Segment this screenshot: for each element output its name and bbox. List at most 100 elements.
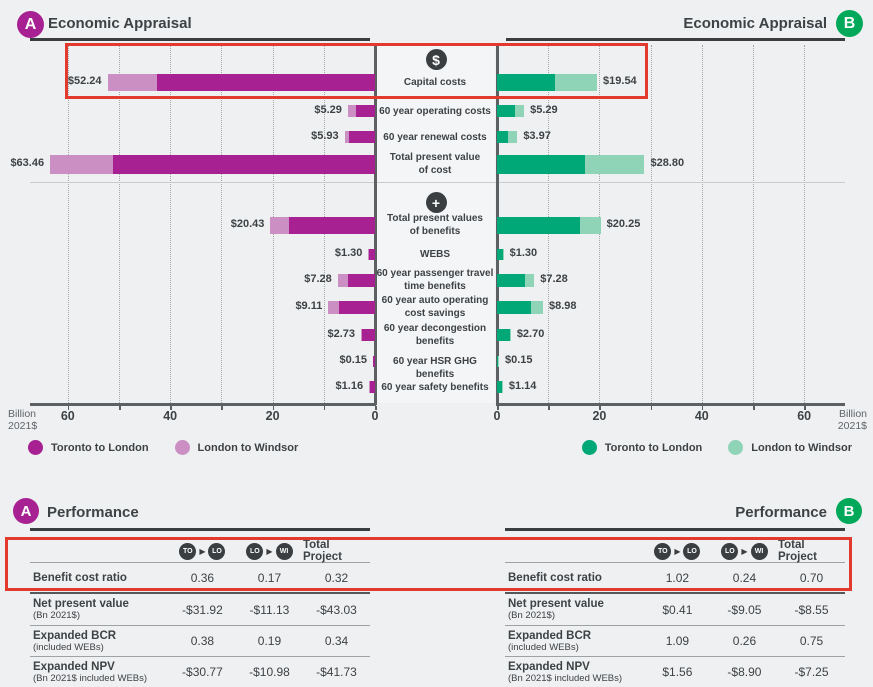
- bar-b-60-year-operating-costs: [497, 105, 525, 117]
- arrow-right-icon: ▶: [199, 546, 206, 556]
- bar-b-60-year-passenger-travel-time-benefits: [497, 273, 535, 287]
- table-row-net-present-value: Net present value (Bn 2021$) $0.41 -$9.05 -$…: [505, 594, 845, 626]
- bar-b-60-year-hsr-ghg-benefits: [497, 355, 499, 367]
- segment-london-windsor: [50, 154, 113, 174]
- axis-tick-label: 20: [265, 409, 280, 423]
- table-row-expanded-bcr: Expanded BCR (included WEBs) 0.38 0.19 0.34: [30, 626, 370, 657]
- axis-tick: [804, 405, 806, 410]
- segment-london-windsor: [555, 73, 598, 91]
- station-badge-lo: LO: [683, 542, 701, 560]
- category-label-60-year-renewal-costs: 60 year renewal costs: [383, 131, 487, 143]
- value-label-b-webs: $1.30: [509, 247, 538, 259]
- gridline: [701, 45, 703, 403]
- row-label-text: Expanded NPV: [508, 660, 590, 673]
- performance-table-a: TO ▶ LO LO ▶ WI Total Project Benefit cost rati…: [30, 539, 370, 687]
- option-a-badge: A: [13, 498, 39, 524]
- metric-value: 0.70: [778, 571, 845, 585]
- bar-b-60-year-decongestion-benefits: [497, 329, 511, 341]
- bar-a-total-present-value-of-cost: [50, 154, 375, 174]
- segment-london-windsor: [530, 300, 543, 314]
- metric-value: $1.56: [644, 665, 711, 679]
- metric-value-text: -$8.90: [727, 665, 762, 679]
- bar-b-60-year-auto-operating-cost-savings: [497, 300, 543, 314]
- row-label: Expanded BCR (included WEBs): [30, 630, 169, 653]
- segment-toronto-london: [497, 300, 531, 314]
- performance-table-b: TO ▶ LO LO ▶ WI Total Project Benefit cost rati…: [505, 539, 845, 687]
- performance-a-title: Performance: [47, 504, 139, 521]
- axis-tick: [221, 405, 223, 410]
- legend-dot-toronto-london: [28, 440, 43, 455]
- axis-unit-label-left: Billion 2021$: [8, 408, 38, 432]
- bar-b-60-year-renewal-costs: [497, 131, 518, 143]
- bar-a-capital-costs: [107, 73, 375, 91]
- arrow-right-icon: ▶: [266, 546, 273, 556]
- legend-item: Toronto to London: [28, 440, 149, 455]
- table-row-expanded-npv: Expanded NPV (Bn 2021$ included WEBs) -$30…: [30, 657, 370, 687]
- column-header-route-to-lo: TO ▶ LO: [644, 542, 711, 560]
- station-badge-wi: WI: [275, 542, 293, 560]
- segment-toronto-london: [497, 154, 585, 174]
- column-header-route-lo-wi: LO ▶ WI: [236, 542, 303, 560]
- legend-item: London to Windsor: [174, 440, 298, 455]
- metric-value: -$8.55: [778, 603, 845, 617]
- metric-value-text: 0.26: [732, 634, 757, 648]
- metric-value: -$9.05: [711, 603, 778, 617]
- station-badge-to: TO: [179, 542, 197, 560]
- legend-label: Toronto to London: [51, 441, 149, 454]
- axis-tick: [650, 405, 653, 410]
- column-header-route-to-lo: TO ▶ LO: [169, 542, 236, 560]
- row-label: Net present value (Bn 2021$): [30, 598, 169, 621]
- performance-b-title: Performance: [735, 504, 827, 521]
- segment-london-windsor: [270, 216, 289, 234]
- legend-option-a: Toronto to London London to Windsor: [28, 440, 298, 455]
- bar-b-capital-costs: [497, 73, 598, 91]
- axis-tick-label: 40: [694, 409, 709, 423]
- station-badge-lo: LO: [208, 542, 226, 560]
- station-badge-wi: WI: [750, 542, 768, 560]
- metric-value: -$30.77: [169, 665, 236, 679]
- metric-value-text: 0.17: [257, 570, 282, 585]
- axis-tick: [67, 405, 70, 410]
- segment-toronto-london: [497, 73, 556, 91]
- column-header-label: Total Project: [777, 539, 817, 563]
- segment-london-windsor: [509, 329, 511, 341]
- axis-tick-label: 0: [493, 409, 501, 423]
- value-label-a-60-year-operating-costs: $5.29: [314, 104, 342, 116]
- value-label-a-60-year-safety-benefits: $1.16: [335, 380, 364, 392]
- segment-london-windsor: [507, 131, 518, 143]
- value-label-b-60-year-passenger-travel-time-benefits: $7.28: [540, 273, 568, 285]
- axis-tick-label: 40: [163, 409, 178, 423]
- bar-b-total-present-value-of-cost: [497, 154, 645, 174]
- gridline: [650, 45, 652, 403]
- row-label-text: Benefit cost ratio: [508, 571, 602, 584]
- table-header-row: TO ▶ LO LO ▶ WI Total Project: [505, 539, 845, 563]
- table-row-benefit-cost-ratio: Benefit cost ratio 0.36 0.17 0.32: [30, 563, 370, 594]
- metric-value-text: -$7.25: [794, 665, 829, 679]
- segment-london-windsor: [369, 381, 370, 393]
- axis-tick: [375, 405, 377, 410]
- segment-london-windsor: [584, 154, 645, 174]
- x-axis-a: [30, 403, 376, 406]
- metric-value: 0.36: [169, 571, 236, 585]
- option-b-badge: B: [836, 498, 862, 524]
- gridline: [221, 45, 223, 403]
- bar-a-60-year-decongestion-benefits: [361, 329, 375, 341]
- row-label-sub: (Bn 2021$): [33, 610, 81, 621]
- metric-value-text: $1.56: [662, 665, 693, 679]
- segment-toronto-london: [347, 273, 375, 287]
- metric-value: 0.26: [711, 634, 778, 648]
- metric-value: $0.41: [644, 603, 711, 617]
- segment-toronto-london: [362, 329, 375, 341]
- arrow-right-icon: ▶: [741, 546, 748, 556]
- legend-item: London to Windsor: [728, 440, 852, 455]
- metric-value-text: -$41.73: [316, 665, 357, 679]
- appraisal-b-title: Economic Appraisal: [683, 15, 827, 32]
- metric-value-text: -$11.13: [249, 602, 290, 617]
- metric-value: 0.17: [236, 571, 303, 585]
- bar-a-60-year-operating-costs: [347, 105, 375, 117]
- value-label-a-60-year-hsr-ghg-benefits: $0.15: [339, 354, 367, 366]
- segment-london-windsor: [361, 329, 363, 341]
- metric-value-text: -$9.05: [727, 602, 762, 617]
- bar-a-60-year-renewal-costs: [344, 131, 375, 143]
